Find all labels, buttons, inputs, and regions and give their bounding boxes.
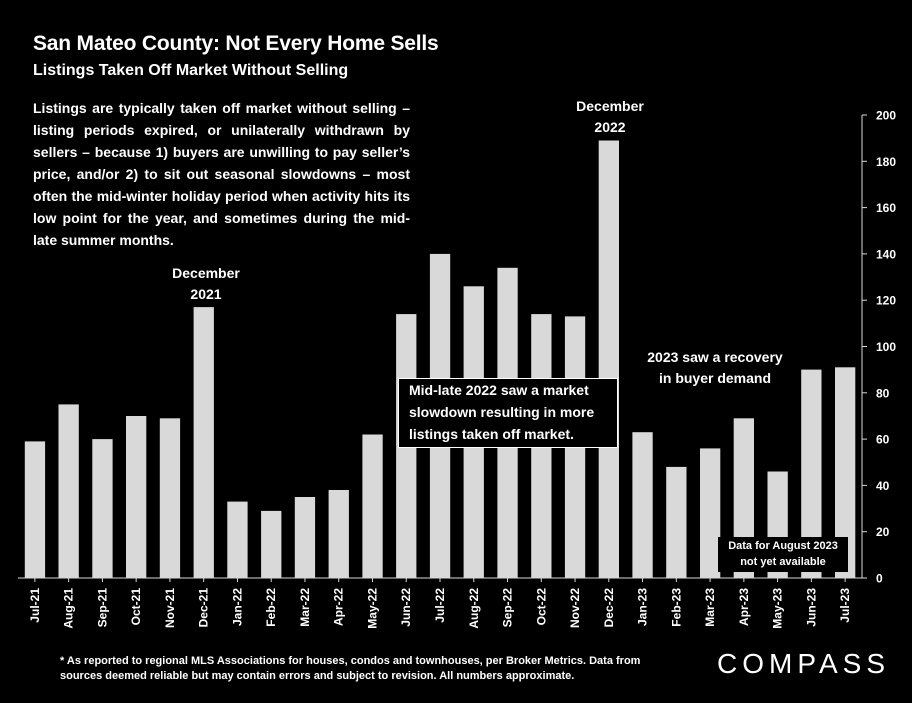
footnote: * As reported to regional MLS Associatio… [60,655,641,682]
annotation-august-2023-line1: Data for August 2023 [728,540,838,552]
x-tick-label-Oct-21: Oct-21 [129,588,143,626]
x-tick-label-Feb-22: Feb-22 [264,588,278,627]
bar-Feb-23 [666,466,687,578]
annotation-august-2023-line2: not yet available [740,556,826,568]
x-tick-label-Jul-22: Jul-22 [433,588,447,623]
chart-subtitle: Listings Taken Off Market Without Sellin… [33,62,349,79]
x-tick-label-Nov-21: Nov-21 [163,588,177,628]
y-tick-label-0: 0 [876,572,883,586]
x-tick-label-Aug-21: Aug-21 [62,588,76,629]
y-tick-label-200: 200 [876,109,896,123]
y-tick-label-20: 20 [876,525,890,539]
bar-Jan-23 [632,432,653,578]
bar-May-22 [362,434,383,578]
x-tick-label-Jul-23: Jul-23 [838,588,852,623]
annotation-2023-recovery-line1: 2023 saw a recovery [647,349,783,365]
x-tick-label-Jun-22: Jun-22 [399,588,413,627]
bar-Jun-23 [801,369,822,578]
annotation-august-2023-note: Data for August 2023 not yet available [718,537,848,572]
annotation-2023-recovery: 2023 saw a recovery in buyer demand [630,347,800,389]
x-tick-label-Apr-22: Apr-22 [332,588,346,626]
x-tick-label-Sep-21: Sep-21 [95,588,109,628]
x-tick-label-Aug-22: Aug-22 [467,588,481,629]
bar-Apr-22 [328,490,349,578]
y-tick-label-120: 120 [876,294,896,308]
chart-title: San Mateo County: Not Every Home Sells [33,32,439,55]
bar-Nov-21 [159,418,181,578]
bar-Jul-21 [24,441,46,578]
x-tick-label-Feb-23: Feb-23 [669,588,683,627]
x-tick-label-Dec-21: Dec-21 [197,588,211,628]
annotation-mid-late-2022: Mid-late 2022 saw a market slowdown resu… [398,378,618,448]
y-tick-label-160: 160 [876,201,896,215]
bar-Dec-21 [193,307,214,578]
y-tick-label-180: 180 [876,155,896,169]
annotation-december-2022-line1: December [576,98,644,114]
bar-Sep-21 [92,439,113,578]
bar-Aug-21 [58,404,79,578]
x-tick-label-Oct-22: Oct-22 [534,588,548,626]
bar-Jul-23 [835,367,856,578]
x-tick-label-Mar-22: Mar-22 [298,588,312,627]
annotation-december-2021-line1: December [172,265,240,281]
y-tick-label-60: 60 [876,433,890,447]
x-tick-label-Apr-23: Apr-23 [737,588,751,626]
y-tick-label-100: 100 [876,340,896,354]
chart-description: Listings are typically taken off market … [33,100,410,248]
x-tick-label-Nov-22: Nov-22 [568,588,582,628]
bar-Feb-22 [261,510,282,578]
x-tick-label-Mar-23: Mar-23 [703,588,717,627]
x-tick-label-Sep-22: Sep-22 [501,588,515,628]
bar-Oct-21 [126,416,147,578]
annotation-2023-recovery-line2: in buyer demand [658,370,772,386]
x-tick-label-May-22: May-22 [366,588,380,629]
x-tick-label-May-23: May-23 [771,588,785,629]
bar-Dec-22 [598,140,619,578]
y-tick-label-140: 140 [876,247,896,261]
annotation-december-2022-line2: 2022 [594,119,626,135]
x-tick-label-Jun-23: Jun-23 [804,588,818,627]
y-tick-label-40: 40 [876,479,890,493]
annotation-december-2021-line2: 2021 [190,286,222,302]
x-tick-label-Jan-23: Jan-23 [636,588,650,626]
bar-Mar-23 [700,448,721,578]
x-tick-label-Jul-21: Jul-21 [28,588,42,623]
annotation-december-2022: December 2022 [565,96,655,138]
annotation-december-2021: December 2021 [160,263,252,305]
compass-logo: COMPASS [717,648,890,679]
bar-Mar-22 [294,497,316,578]
bar-Jan-22 [227,501,248,578]
x-tick-label-Jan-22: Jan-22 [230,588,244,626]
x-tick-label-Dec-22: Dec-22 [602,588,616,628]
y-tick-label-80: 80 [876,386,890,400]
